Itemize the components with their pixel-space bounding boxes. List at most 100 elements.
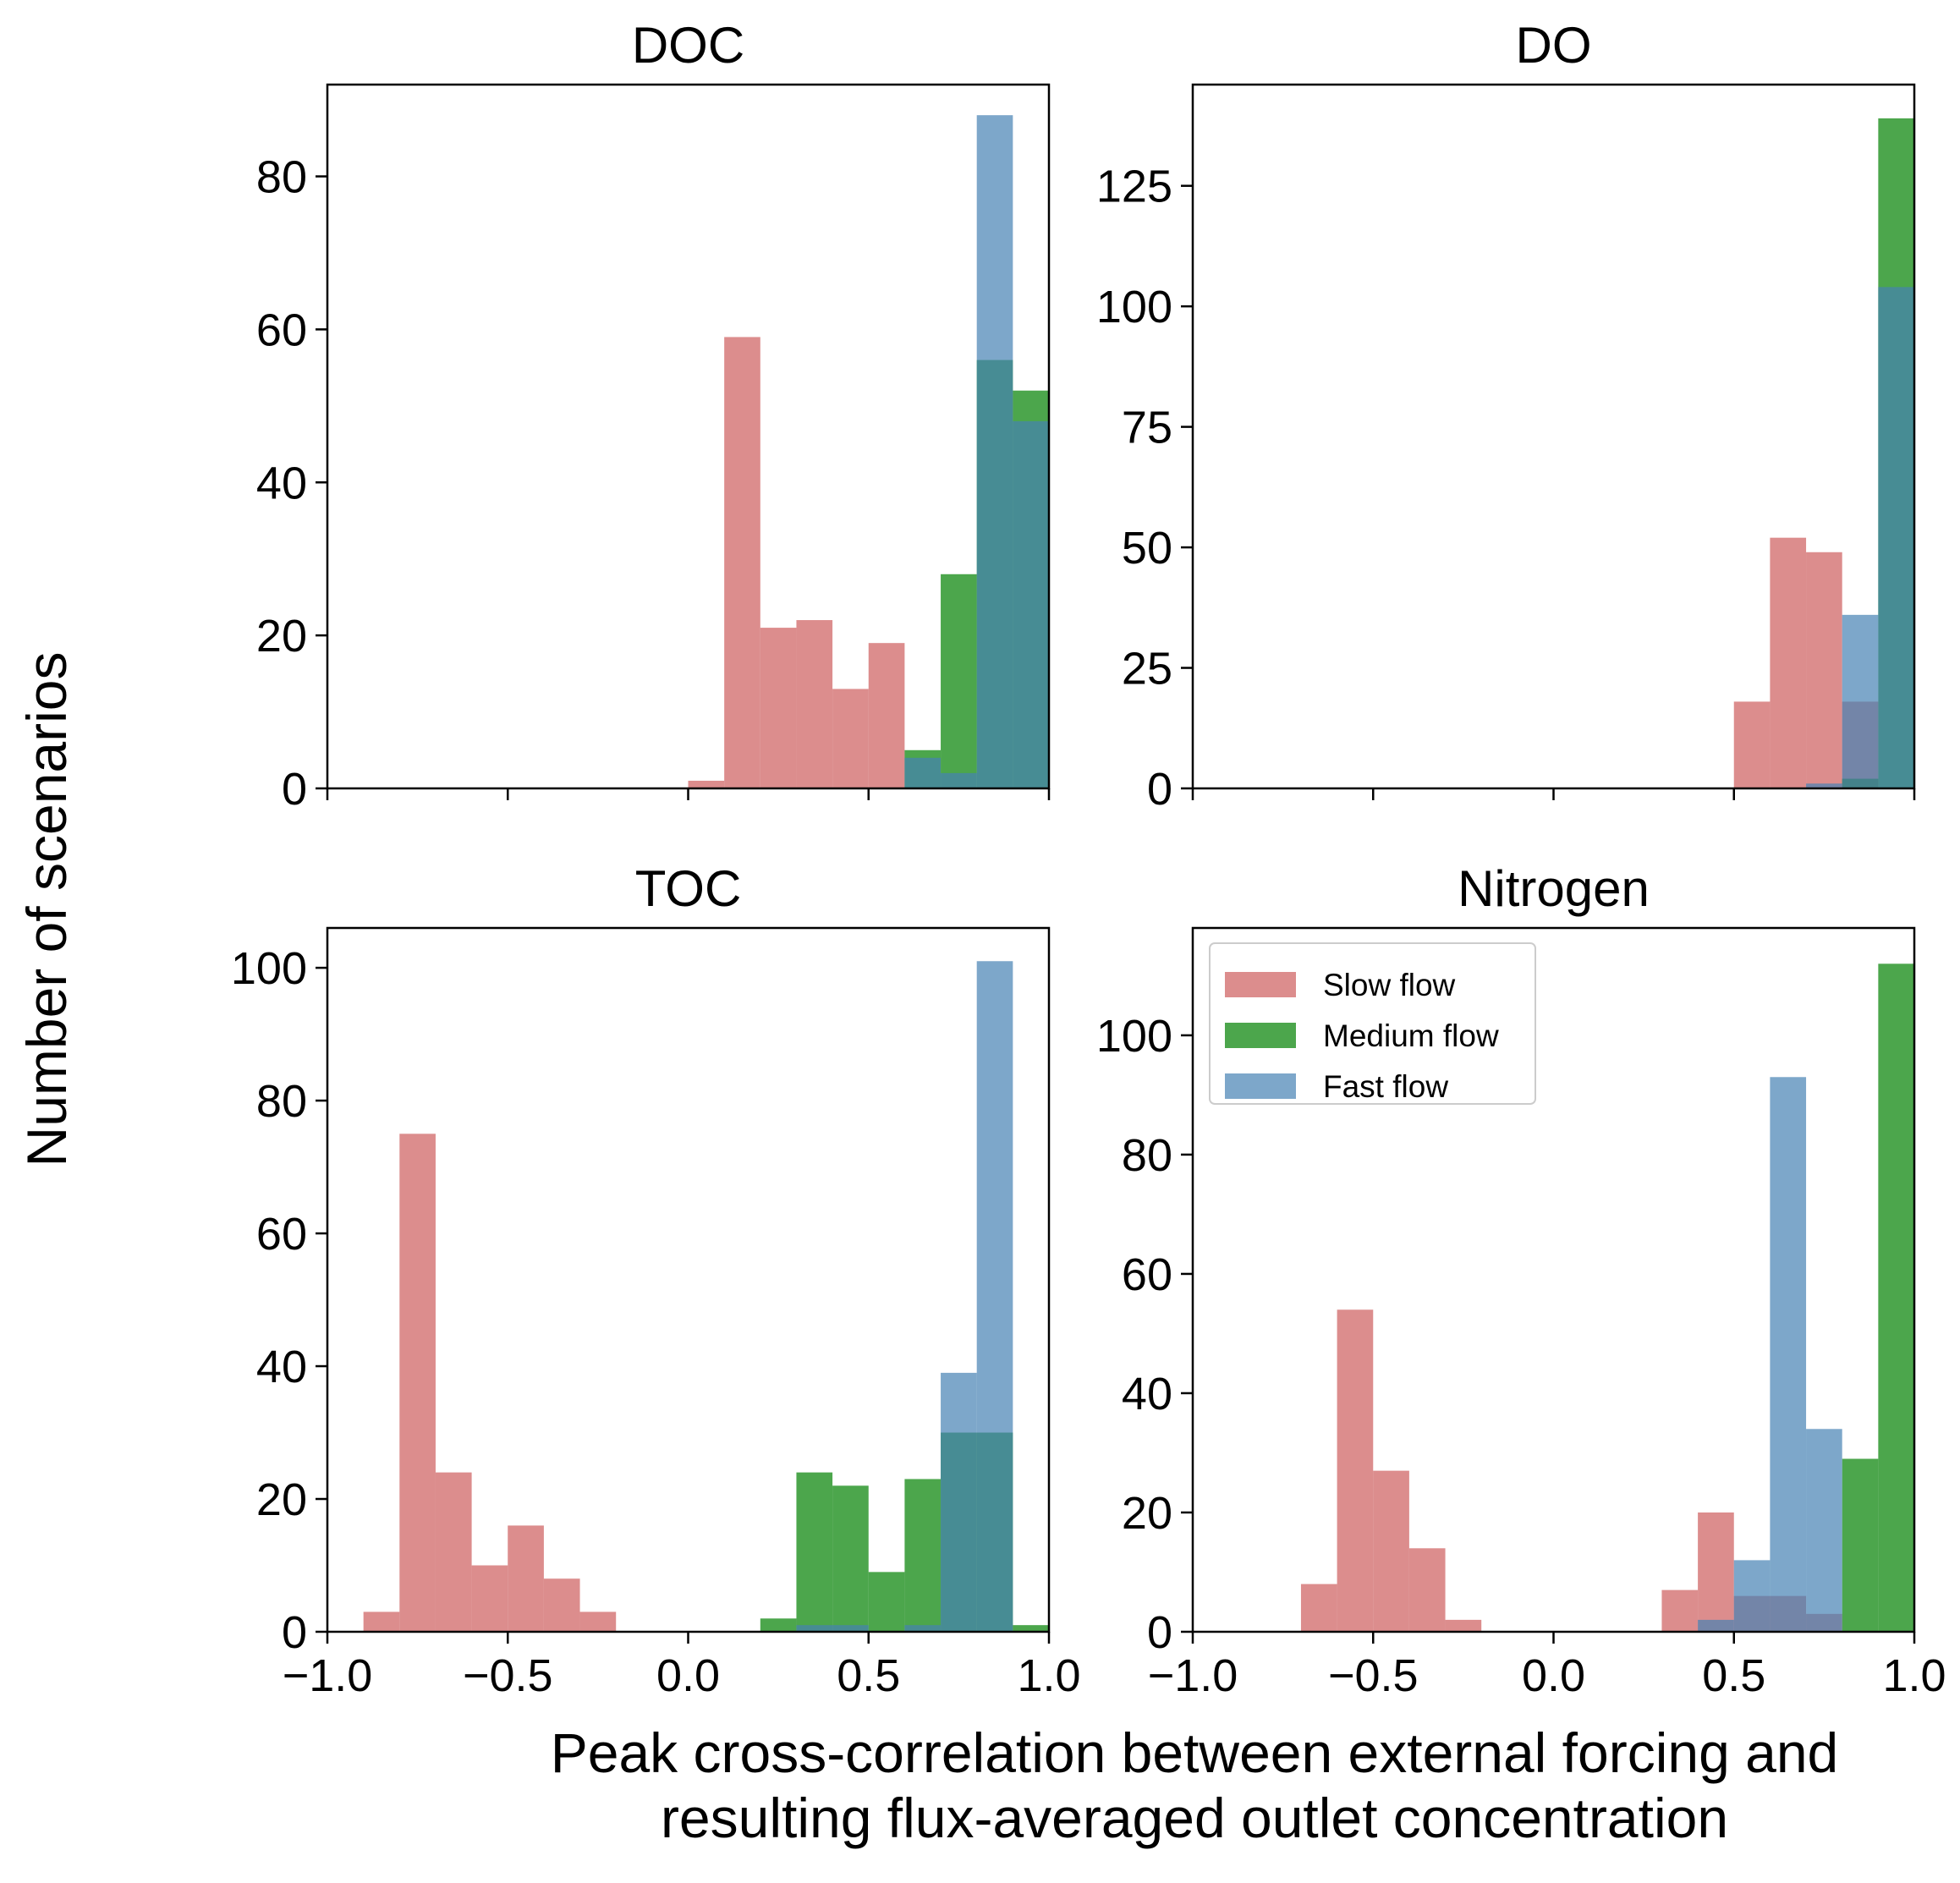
- bar-slow-flow-do: [1733, 701, 1771, 788]
- bar-slow-flow-toc: [471, 1565, 508, 1632]
- xtick-label: 0.0: [1522, 1650, 1585, 1701]
- legend-swatch-slow-flow: [1225, 972, 1296, 997]
- bar-slow-flow-doc: [760, 628, 797, 788]
- bar-fast-flow-doc: [941, 772, 977, 788]
- ytick-label: 80: [256, 152, 307, 203]
- bar-medium-flow-doc: [941, 574, 977, 788]
- panel-title-nitrogen: Nitrogen: [1458, 860, 1650, 917]
- legend-swatch-medium-flow: [1225, 1023, 1296, 1048]
- ytick-label: 60: [1122, 1249, 1172, 1300]
- xtick-label: 1.0: [1882, 1650, 1946, 1701]
- panel-title-doc: DOC: [632, 17, 744, 74]
- xtick-label: 1.0: [1017, 1650, 1080, 1701]
- xtick-label: 0.0: [656, 1650, 720, 1701]
- bar-slow-flow-nitrogen: [1661, 1589, 1699, 1632]
- bar-fast-flow-toc: [796, 1625, 833, 1632]
- bar-medium-flow-toc: [1013, 1625, 1049, 1632]
- bar-fast-flow-do: [1878, 287, 1914, 788]
- x-axis-label-line1: Peak cross-correlation between external …: [551, 1721, 1838, 1784]
- bar-fast-flow-doc: [1013, 420, 1049, 788]
- bar-medium-flow-toc: [868, 1572, 905, 1632]
- ytick-label: 40: [256, 1342, 307, 1392]
- x-axis-label-line2: resulting flux-averaged outlet concentra…: [661, 1787, 1728, 1849]
- y-axis-label: Number of scenarios: [15, 652, 78, 1167]
- legend-label-fast-flow: Fast flow: [1323, 1069, 1448, 1104]
- bar-slow-flow-doc: [868, 643, 905, 788]
- bar-slow-flow-do: [1770, 537, 1807, 788]
- bar-slow-flow-nitrogen: [1408, 1548, 1446, 1632]
- bar-fast-flow-toc: [941, 1372, 977, 1632]
- ytick-label: 125: [1096, 162, 1172, 212]
- bar-fast-flow-doc: [976, 115, 1013, 788]
- ytick-label: 25: [1122, 644, 1172, 694]
- bar-slow-flow-doc: [796, 620, 833, 788]
- bar-fast-flow-do: [1806, 783, 1842, 788]
- bar-medium-flow-toc: [904, 1479, 942, 1632]
- bar-fast-flow-toc: [976, 961, 1013, 1632]
- bar-slow-flow-doc: [688, 780, 725, 788]
- bar-fast-flow-toc: [832, 1625, 869, 1632]
- ytick-label: 100: [1096, 282, 1172, 332]
- bar-fast-flow-toc: [904, 1625, 942, 1632]
- ytick-label: 80: [256, 1076, 307, 1127]
- bar-slow-flow-nitrogen: [1698, 1512, 1734, 1632]
- bar-fast-flow-nitrogen: [1770, 1077, 1807, 1632]
- ytick-label: 40: [256, 458, 307, 508]
- bar-fast-flow-do: [1842, 614, 1879, 788]
- ytick-label: 60: [256, 1209, 307, 1260]
- xtick-label: 0.5: [837, 1650, 900, 1701]
- bar-slow-flow-toc: [363, 1611, 400, 1632]
- ytick-label: 60: [256, 305, 307, 355]
- ytick-label: 100: [1096, 1011, 1172, 1062]
- bar-slow-flow-do: [1806, 552, 1842, 788]
- ytick-label: 20: [256, 611, 307, 662]
- bar-slow-flow-doc: [832, 689, 869, 788]
- bar-medium-flow-toc: [760, 1618, 797, 1632]
- xtick-label: −0.5: [1328, 1650, 1419, 1701]
- bar-fast-flow-nitrogen: [1806, 1429, 1842, 1632]
- bar-slow-flow-toc: [543, 1578, 580, 1632]
- panel-nitrogen: Nitrogen 0 20 40 60 80 100 −1.0 −0.5 0.0 0.5 1.0: [1096, 860, 1946, 1701]
- bar-fast-flow-nitrogen: [1698, 1619, 1734, 1632]
- panel-doc: DOC 0 20 40 60 80: [256, 17, 1051, 815]
- bar-slow-flow-toc: [508, 1525, 544, 1632]
- ytick-label: 20: [1122, 1488, 1172, 1539]
- bar-medium-flow-toc: [832, 1485, 869, 1632]
- xtick-label: −0.5: [463, 1650, 553, 1701]
- legend-label-slow-flow: Slow flow: [1323, 968, 1456, 1002]
- legend: Slow flow Medium flow Fast flow: [1209, 942, 1536, 1105]
- bar-slow-flow-nitrogen: [1337, 1309, 1374, 1632]
- bar-slow-flow-toc: [399, 1134, 436, 1632]
- xtick-label: −1.0: [283, 1650, 373, 1701]
- xtick-label: −1.0: [1148, 1650, 1238, 1701]
- ytick-label: 40: [1122, 1369, 1172, 1419]
- bar-slow-flow-nitrogen: [1373, 1470, 1409, 1632]
- bar-fast-flow-doc: [904, 757, 942, 788]
- xtick-label: 0.5: [1702, 1650, 1765, 1701]
- legend-label-medium-flow: Medium flow: [1323, 1018, 1499, 1053]
- bar-fast-flow-nitrogen: [1733, 1560, 1771, 1632]
- ytick-label: 75: [1122, 403, 1172, 453]
- panel-toc: TOC 0 20 40 60 80 100 −1.0 −0.5 0.0 0.5 1.0: [231, 860, 1081, 1701]
- panel-do: DO 0 25 50 75 100 125: [1096, 17, 1916, 815]
- panels: DOC 0 20 40 60 80 DO 0 25 50 75 100 125 TOC 0 20 40 60 80 1…: [231, 17, 1946, 1701]
- ytick-label: 100: [231, 943, 307, 994]
- ytick-label: 20: [256, 1474, 307, 1525]
- legend-swatch-fast-flow: [1225, 1073, 1296, 1099]
- panel-title-toc: TOC: [635, 860, 742, 917]
- bar-medium-flow-toc: [796, 1472, 833, 1632]
- bar-slow-flow-toc: [435, 1472, 472, 1632]
- bar-slow-flow-nitrogen: [1445, 1619, 1482, 1632]
- ytick-label: 0: [282, 764, 307, 815]
- bar-slow-flow-toc: [579, 1611, 617, 1632]
- panel-title-do: DO: [1516, 17, 1592, 74]
- bar-medium-flow-nitrogen: [1878, 963, 1914, 1632]
- ytick-label: 0: [1147, 1607, 1172, 1658]
- ytick-label: 80: [1122, 1130, 1172, 1181]
- ytick-label: 0: [1147, 764, 1172, 815]
- bar-medium-flow-nitrogen: [1842, 1458, 1879, 1632]
- ytick-label: 50: [1122, 523, 1172, 574]
- bar-slow-flow-doc: [724, 337, 760, 788]
- ytick-label: 0: [282, 1607, 307, 1658]
